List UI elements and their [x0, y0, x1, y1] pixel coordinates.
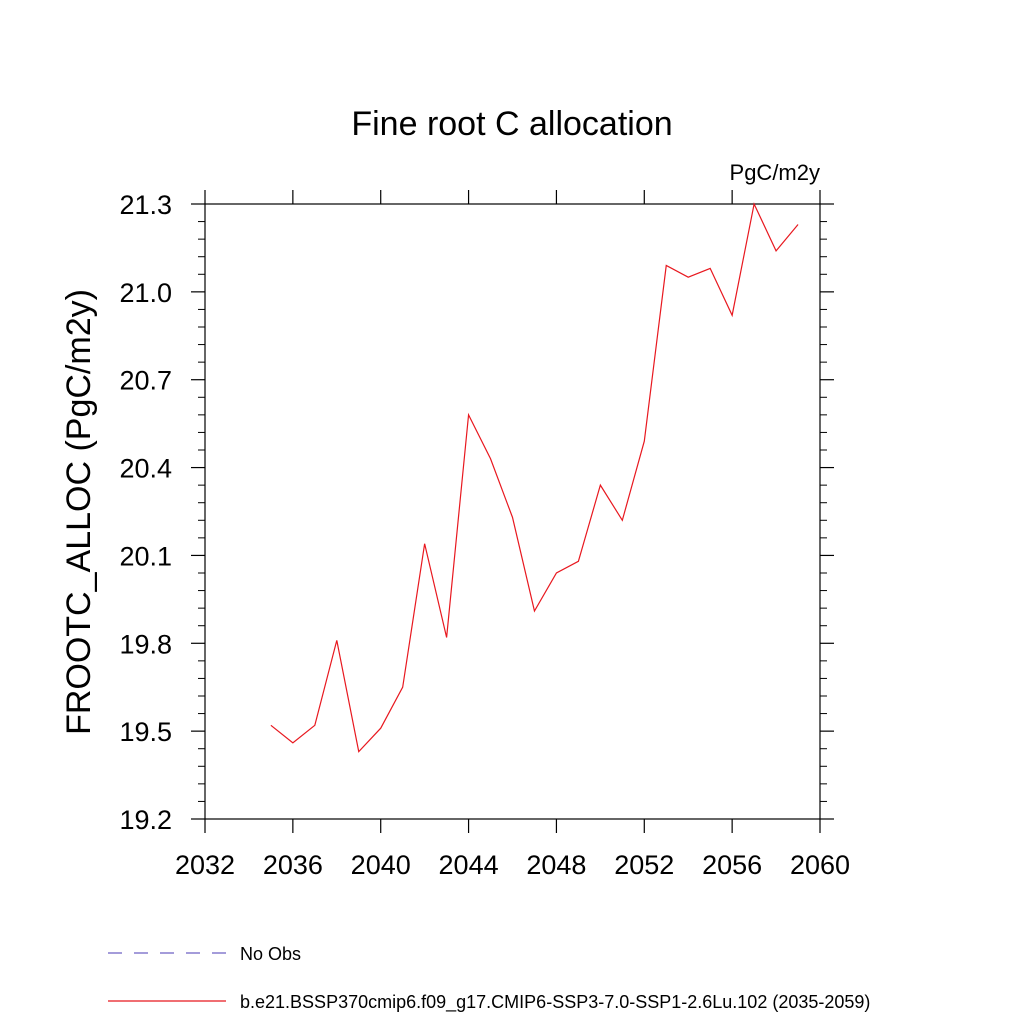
x-tick-label: 2036	[263, 850, 323, 880]
x-tick-label: 2044	[439, 850, 499, 880]
legend-label: b.e21.BSSP370cmip6.f09_g17.CMIP6-SSP3-7.…	[240, 992, 870, 1013]
x-tick-label: 2040	[351, 850, 411, 880]
axes-group: 2032 2036 2040 2044 2048 2052 2056 2060 19.2 19.5…	[119, 190, 850, 880]
x-tick-label: 2060	[790, 850, 850, 880]
x-tick-label: 2052	[614, 850, 674, 880]
y-tick-label: 19.5	[119, 717, 172, 747]
chart-title: Fine root C allocation	[351, 105, 672, 143]
legend: No Obs b.e21.BSSP370cmip6.f09_g17.CMIP6-S…	[108, 944, 870, 1013]
y-tick-label: 19.8	[119, 629, 172, 659]
series-line	[270, 202, 799, 753]
series-layer	[270, 202, 799, 753]
y-tick-label: 21.3	[119, 190, 172, 220]
y-tick-label: 21.0	[119, 278, 172, 308]
x-tick-label: 2032	[175, 850, 235, 880]
y-tick-label: 20.7	[119, 366, 172, 396]
x-tick-label: 2048	[526, 850, 586, 880]
plot-frame	[204, 203, 821, 820]
y-tick-label: 20.4	[119, 454, 172, 484]
x-tick-label: 2056	[702, 850, 762, 880]
y-tick-label: 19.2	[119, 805, 172, 835]
legend-label: No Obs	[240, 944, 301, 964]
y-axis-label: FROOTC_ALLOC (PgC/m2y)	[60, 289, 98, 735]
units-label: PgC/m2y	[730, 160, 820, 185]
y-tick-label: 20.1	[119, 541, 172, 571]
